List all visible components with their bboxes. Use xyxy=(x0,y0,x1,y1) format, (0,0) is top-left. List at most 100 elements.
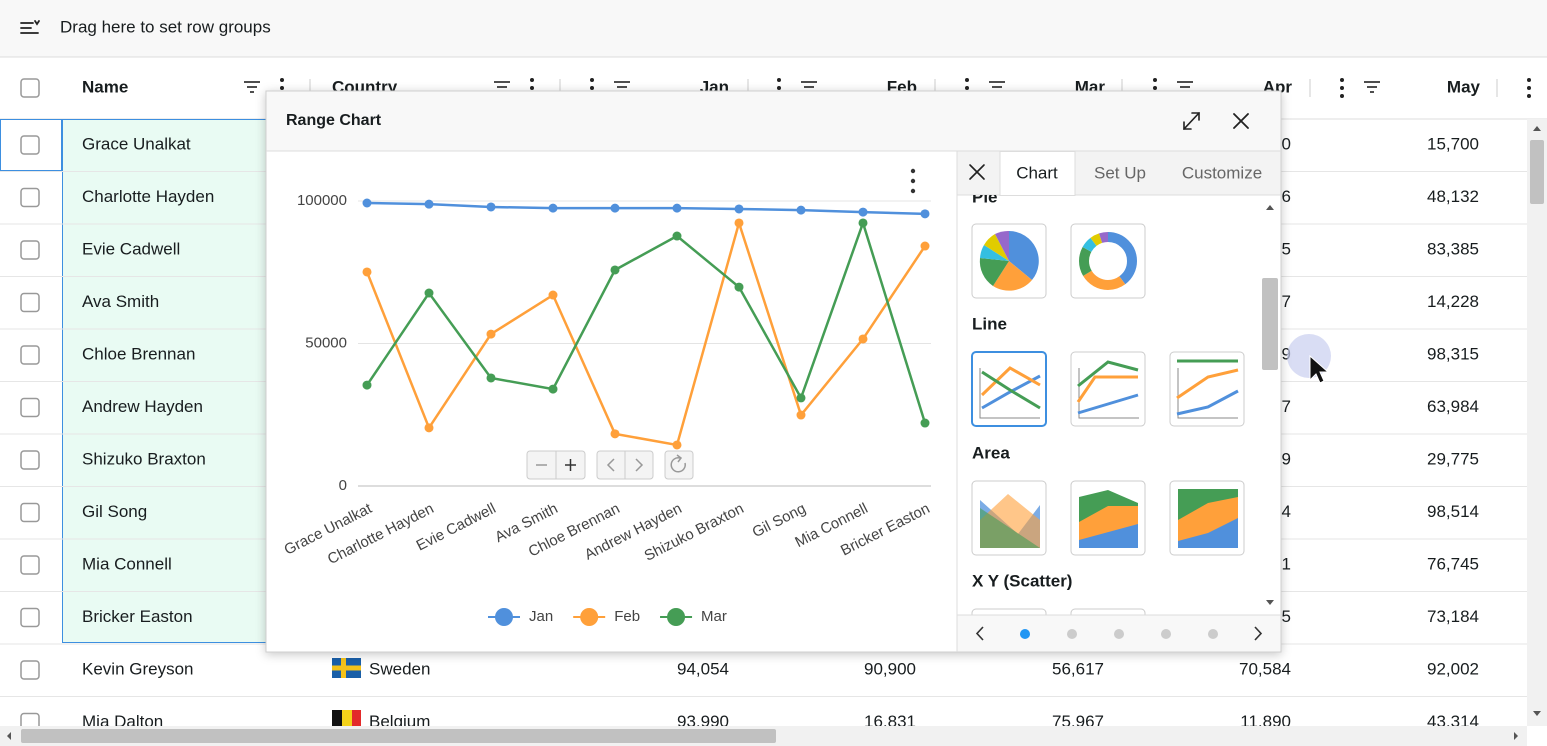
column-menu-dot[interactable] xyxy=(530,86,534,90)
column-header: May xyxy=(1447,77,1481,96)
column-menu-dot[interactable] xyxy=(1527,78,1531,82)
cell: 63,984 xyxy=(1427,397,1479,416)
area-thumb[interactable] xyxy=(971,480,1245,556)
pie-thumb[interactable] xyxy=(971,223,1047,299)
column-menu-dot[interactable] xyxy=(1340,94,1344,98)
doughnut-thumb[interactable] xyxy=(1070,223,1146,299)
cell: 75,967 xyxy=(1052,712,1104,731)
v-scroll-up[interactable] xyxy=(1533,126,1541,131)
select-all-checkbox[interactable] xyxy=(20,78,40,98)
column-menu-dot[interactable] xyxy=(590,86,594,90)
cell: 5 xyxy=(1282,607,1291,626)
cell: 93,990 xyxy=(677,712,729,731)
panel-tab[interactable]: Customize xyxy=(1182,163,1262,182)
column-menu-dot[interactable] xyxy=(1340,86,1344,90)
panel-tab[interactable]: Chart xyxy=(1016,163,1058,182)
reset-button[interactable] xyxy=(664,450,694,480)
column-menu-dot[interactable] xyxy=(280,86,284,90)
legend-label[interactable]: Feb xyxy=(614,608,640,625)
data-point xyxy=(610,429,620,439)
cell: Chloe Brennan xyxy=(82,344,195,363)
column-menu-dot[interactable] xyxy=(965,78,969,82)
column-menu-dot[interactable] xyxy=(280,78,284,82)
row-checkbox[interactable] xyxy=(20,712,40,732)
column-menu-dot[interactable] xyxy=(777,78,781,82)
cell: 92,002 xyxy=(1427,659,1479,678)
scatter-thumb[interactable] xyxy=(971,608,1047,683)
cell: 0 xyxy=(1282,134,1291,153)
page-dot-active[interactable] xyxy=(1020,629,1030,639)
column-menu-dot[interactable] xyxy=(1527,94,1531,98)
column-menu-dot[interactable] xyxy=(590,78,594,82)
h-scroll-thumb[interactable] xyxy=(21,729,776,743)
cell: 98,514 xyxy=(1427,502,1479,521)
data-point xyxy=(858,334,868,344)
page-dot[interactable] xyxy=(1208,629,1218,639)
column-menu-dot[interactable] xyxy=(1153,78,1157,82)
row-checkbox[interactable] xyxy=(20,135,40,155)
chart-menu[interactable] xyxy=(910,168,916,194)
next-page[interactable] xyxy=(1254,626,1263,641)
column-menu-dot[interactable] xyxy=(777,86,781,90)
v-scroll-thumb[interactable] xyxy=(1530,140,1544,204)
column-menu-dot[interactable] xyxy=(1153,86,1157,90)
h-scroll-left[interactable] xyxy=(7,732,11,740)
column-menu-dot[interactable] xyxy=(1527,86,1531,90)
prev-page[interactable] xyxy=(975,626,984,641)
panel-scroll-up[interactable] xyxy=(1266,205,1274,210)
close-dialog-button[interactable] xyxy=(1233,113,1249,129)
cell: Evie Cadwell xyxy=(82,239,180,258)
data-point xyxy=(858,207,868,217)
flag-belgium xyxy=(332,710,361,726)
row-checkbox[interactable] xyxy=(20,397,40,418)
chart-group-label: X Y (Scatter) xyxy=(972,571,1072,590)
row-checkbox[interactable] xyxy=(20,450,40,470)
column-menu-dot[interactable] xyxy=(965,86,969,90)
cell: 7 xyxy=(1282,397,1291,416)
panel-tab[interactable]: Set Up xyxy=(1094,163,1146,182)
legend-label[interactable]: Mar xyxy=(701,608,727,625)
panel-scroll-thumb[interactable] xyxy=(1262,278,1278,370)
row-checkbox[interactable] xyxy=(20,502,40,523)
maximize-button[interactable] xyxy=(1183,112,1200,130)
cell: Charlotte Hayden xyxy=(82,187,214,206)
legend-label[interactable]: Jan xyxy=(529,608,553,625)
series-line xyxy=(365,218,927,447)
legend-marker xyxy=(495,608,513,626)
cell: 9 xyxy=(1282,344,1291,363)
legend-marker xyxy=(667,608,686,626)
bubble-thumb[interactable] xyxy=(1070,608,1146,683)
data-point xyxy=(734,282,744,292)
panel-scroll-down[interactable] xyxy=(1266,600,1274,605)
row-checkbox[interactable] xyxy=(20,240,40,260)
data-point xyxy=(796,410,806,420)
v-scroll-down[interactable] xyxy=(1533,711,1541,716)
column-menu-dot[interactable] xyxy=(530,78,534,82)
cell: 6 xyxy=(1282,187,1291,206)
row-checkbox[interactable] xyxy=(20,187,40,208)
dialog-title: Range Chart xyxy=(286,112,382,129)
row-checkbox[interactable] xyxy=(20,292,40,313)
row-checkbox[interactable] xyxy=(20,555,40,575)
flag-sweden xyxy=(332,658,361,678)
close-panel-button[interactable] xyxy=(969,164,985,180)
row-checkbox[interactable] xyxy=(20,660,40,680)
row-checkbox[interactable] xyxy=(20,607,40,628)
page-dot[interactable] xyxy=(1114,629,1124,639)
data-point xyxy=(734,204,744,214)
page-dot[interactable] xyxy=(1067,629,1077,639)
row-checkbox[interactable] xyxy=(20,345,40,365)
cell: 98,315 xyxy=(1427,344,1479,363)
line-thumb[interactable] xyxy=(971,351,1245,427)
column-menu-dot[interactable] xyxy=(1340,78,1344,82)
y-tick-label: 100000 xyxy=(297,192,347,209)
h-scroll-right[interactable] xyxy=(1514,732,1518,740)
data-point xyxy=(362,380,372,390)
toolbar-bg xyxy=(0,0,1547,57)
data-point xyxy=(672,231,682,241)
cell: 4 xyxy=(1282,502,1291,521)
series-line xyxy=(365,218,927,424)
page-dot[interactable] xyxy=(1161,629,1171,639)
